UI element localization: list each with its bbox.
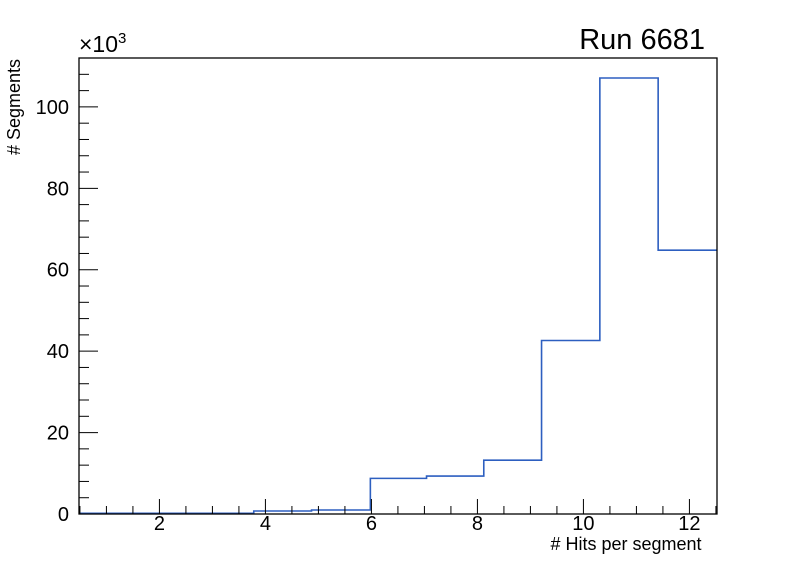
svg-text:# Hits per segment: # Hits per segment [550,534,701,554]
svg-text:4: 4 [260,513,271,535]
svg-text:20: 20 [47,423,69,445]
svg-text:8: 8 [472,513,483,535]
svg-text:100: 100 [36,97,69,119]
svg-text:60: 60 [47,260,69,282]
svg-text:Run 6681: Run 6681 [579,24,705,56]
svg-text:2: 2 [154,513,165,535]
svg-text:10: 10 [572,513,594,535]
svg-text:12: 12 [678,513,700,535]
svg-text:40: 40 [47,341,69,363]
svg-text:80: 80 [47,178,69,200]
svg-text:×103: ×103 [79,30,126,57]
svg-text:0: 0 [58,504,69,526]
svg-text:# Segments: # Segments [4,59,24,155]
svg-text:6: 6 [366,513,377,535]
